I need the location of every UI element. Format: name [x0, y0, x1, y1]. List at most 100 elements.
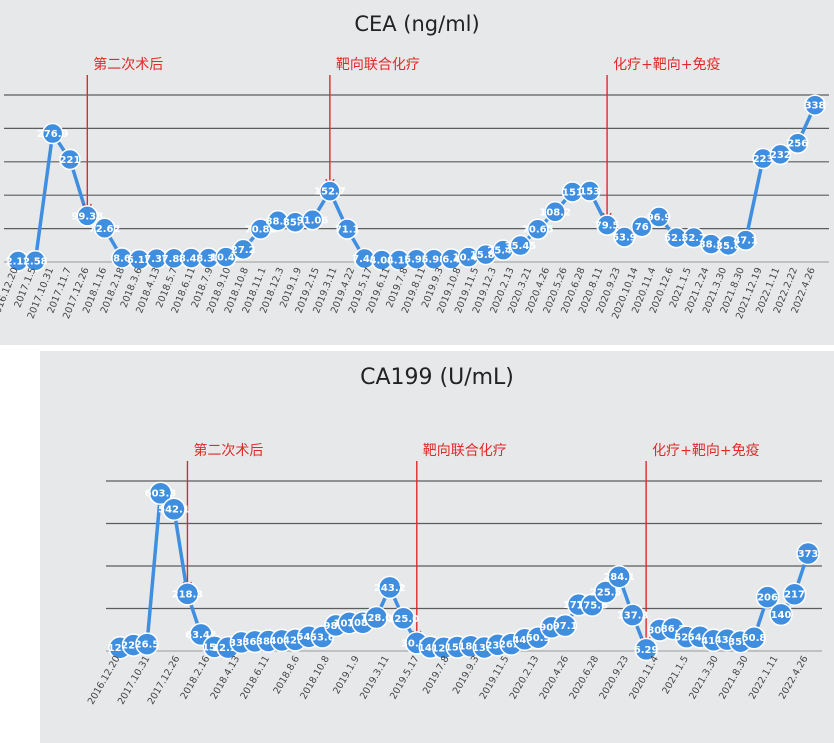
data-label: 5.98	[421, 255, 446, 266]
data-label: 10.45	[453, 253, 485, 264]
data-label: 284.1	[603, 572, 635, 583]
data-label: 7.82	[162, 254, 187, 265]
data-point	[378, 575, 402, 600]
data-point	[742, 625, 766, 650]
data-point	[175, 582, 200, 606]
x-tick-label: 2019.3.11	[358, 654, 392, 701]
x-tick-label: 2018.6.11	[238, 654, 272, 701]
x-tick-label: 2018.4.13	[209, 654, 243, 701]
data-label: 137.3	[617, 611, 649, 622]
annotation-label: 靶向联合化疗	[336, 57, 420, 73]
data-label: 4.09	[370, 256, 395, 267]
data-point	[93, 217, 116, 240]
data-point	[509, 234, 532, 257]
data-point	[232, 238, 254, 261]
x-tick-label: 2020.4.26	[538, 654, 572, 701]
data-point	[527, 218, 549, 240]
data-label: 256	[787, 139, 808, 150]
x-tick-label: 2021.8.30	[717, 654, 751, 701]
data-point	[755, 585, 780, 609]
data-label: 54.6	[297, 632, 322, 643]
data-point	[630, 215, 653, 238]
data-label: 23.8	[485, 640, 510, 651]
data-label: 80.1	[647, 626, 672, 637]
data-label: 97.1	[553, 621, 578, 632]
data-label: 12.94	[212, 643, 244, 654]
data-label: 542.1	[158, 505, 190, 516]
annotation-label: 化疗+靶向+免疫	[652, 443, 759, 459]
data-point	[24, 250, 47, 272]
data-label: 153	[579, 187, 600, 198]
data-label: 33.2	[229, 638, 254, 649]
data-label: 125.0	[387, 614, 419, 625]
data-label: 15.2	[445, 643, 470, 654]
data-label: 5.12	[127, 255, 152, 266]
data-label: 2.58	[23, 256, 48, 267]
data-label: 243.2	[374, 583, 406, 594]
data-label: 218.3	[172, 589, 204, 600]
data-label: 603.3	[145, 489, 177, 500]
x-tick-label: 2017.12.26	[146, 654, 183, 707]
data-label: 26.5	[135, 640, 160, 651]
data-label: 47.1	[733, 236, 758, 247]
data-label: 86.2	[661, 624, 686, 635]
data-point	[734, 229, 757, 251]
x-tick-label: 2018.10.8	[298, 654, 332, 701]
data-point	[769, 143, 792, 166]
data-label: 206	[757, 593, 778, 604]
data-label: 6.4	[442, 255, 460, 266]
data-label: 36.7	[243, 637, 268, 648]
data-point	[804, 94, 826, 116]
data-point	[148, 481, 173, 505]
annotation-label: 第二次术后	[193, 442, 263, 459]
data-label: 91.06	[297, 215, 329, 226]
data-point	[607, 564, 631, 589]
data-label: 52.5	[664, 233, 689, 244]
data-label: 177.1	[563, 600, 595, 611]
data-point	[59, 148, 81, 171]
annotation-label: 第二次术后	[93, 56, 163, 73]
data-point	[796, 541, 820, 566]
data-label: 26.4	[499, 640, 524, 651]
data-label: 13.2	[472, 643, 497, 654]
data-label: 5.96	[404, 255, 429, 266]
data-point	[319, 180, 341, 202]
data-label: 70.82	[245, 225, 277, 236]
data-label: 41.0	[701, 636, 726, 647]
data-point	[336, 218, 358, 240]
data-point	[364, 605, 389, 630]
data-point	[301, 209, 324, 231]
x-tick-label: 2019.5.17	[388, 654, 422, 701]
x-tick-label: 2021.1.5	[660, 654, 691, 696]
x-tick-label: 2018.8.6	[271, 654, 302, 696]
data-label: 108.1	[347, 618, 379, 629]
data-label: 38.0	[256, 637, 281, 648]
data-label: 232	[770, 150, 791, 161]
x-tick-label: 2018.2.16	[179, 654, 213, 701]
data-label: 14.1	[418, 643, 443, 654]
ca199-chart: 第二次术后 靶向联合化疗 化疗+靶向+免疫 12.622.726.5 603.3 542.…	[86, 442, 822, 707]
data-label: 107.9	[334, 618, 366, 629]
data-label: 18.3	[458, 642, 483, 653]
data-label: 52.7	[681, 233, 706, 244]
data-label: 217	[784, 590, 805, 601]
data-label: 30.89	[401, 638, 433, 649]
cea-chart-title: CEA (ng/ml)	[354, 12, 480, 36]
data-point	[786, 132, 809, 154]
data-label: 2.11	[6, 257, 31, 268]
data-label: 15.86	[470, 250, 502, 261]
data-label: 338	[805, 101, 826, 112]
data-label: 43.6	[715, 635, 740, 646]
data-label: 8.31	[196, 254, 221, 265]
data-label: 7.46	[352, 254, 377, 265]
data-label: 276.9	[37, 129, 69, 140]
data-point	[596, 214, 618, 236]
data-label: 98.1	[323, 621, 348, 632]
data-label: 6.29	[634, 645, 659, 656]
x-tick-label: 2020.9.23	[597, 654, 631, 701]
data-point	[544, 201, 566, 223]
data-label: 12.2	[431, 643, 456, 654]
data-label: 22.7	[121, 641, 146, 652]
x-tick-label: 2019.7.8	[421, 654, 452, 696]
x-tick-label: 2019.11.5	[478, 654, 512, 701]
